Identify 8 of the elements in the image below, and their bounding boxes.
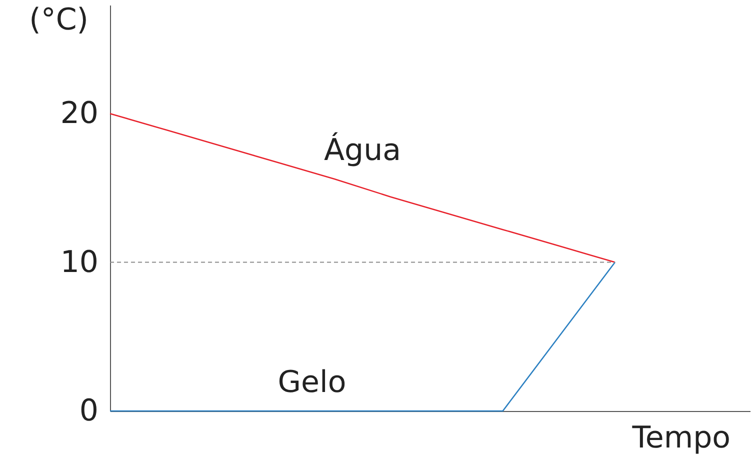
series-label: Água (324, 132, 401, 168)
y-tick-label: 10 (60, 244, 98, 280)
series-label: Gelo (278, 365, 346, 400)
x-axis-title: Tempo (631, 420, 730, 456)
y-tick-label: 20 (60, 96, 98, 132)
y-tick-label: 0 (79, 394, 98, 428)
line-series (109, 112, 616, 263)
y-axis-title: (°C) (29, 2, 88, 38)
